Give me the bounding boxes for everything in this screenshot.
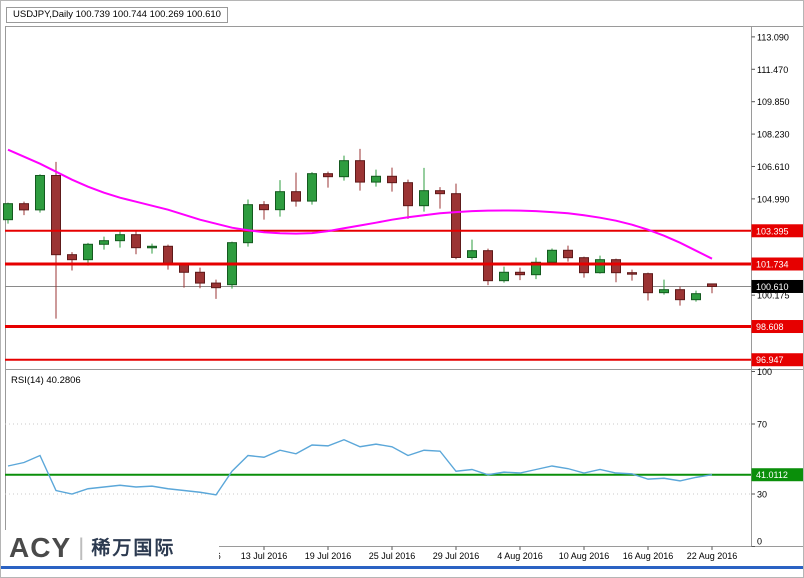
- candle-body: [275, 191, 285, 211]
- candle-body: [355, 160, 365, 183]
- price-tag-label: 96.947: [756, 355, 784, 365]
- date-axis-label: 19 Jul 2016: [305, 551, 352, 561]
- rsi-value-tag-label: 41.0112: [756, 470, 788, 480]
- candle-body: [467, 250, 477, 258]
- candle-body: [339, 160, 349, 178]
- candle-body: [451, 193, 461, 258]
- candle-body: [291, 191, 301, 202]
- candle-body: [3, 203, 13, 221]
- candle-body: [163, 245, 173, 266]
- rsi-value-tag: [751, 468, 803, 482]
- candle-body: [611, 259, 621, 274]
- date-axis-label: 22 Aug 2016: [687, 551, 738, 561]
- candle-body: [499, 271, 509, 282]
- rsi-indicator-label: RSI(14) 40.2806: [11, 375, 81, 386]
- logo-separator: |: [78, 534, 85, 561]
- date-axis-label: 10 Aug 2016: [559, 551, 610, 561]
- date-axis-label: 16 Aug 2016: [623, 551, 674, 561]
- price-axis-label: 111.470: [757, 65, 788, 75]
- price-axis-label: 109.850: [757, 97, 790, 107]
- candle-body: [643, 273, 653, 294]
- chart-title-tab: USDJPY,Daily 100.739 100.744 100.269 100…: [6, 7, 228, 23]
- price-axis-label: 113.090: [757, 32, 789, 42]
- candle-body: [371, 175, 381, 183]
- rsi-axis-label: 30: [757, 490, 767, 500]
- candle-body: [243, 204, 253, 244]
- date-axis-label: 13 Jul 2016: [241, 551, 288, 561]
- price-axis-label: 108.230: [757, 130, 790, 140]
- candle-body: [563, 249, 573, 259]
- candle-body: [483, 250, 493, 282]
- candle-body: [323, 173, 333, 178]
- candle-body: [35, 174, 45, 211]
- candle-body: [627, 272, 637, 275]
- price-tag-label: 98.608: [756, 322, 784, 332]
- candle-body: [67, 254, 77, 261]
- candle-body: [99, 240, 109, 245]
- date-axis-label: 25 Jul 2016: [369, 551, 416, 561]
- rsi-axis-label: 0: [757, 537, 762, 547]
- rsi-axis-label: 70: [757, 420, 767, 430]
- candle-body: [211, 282, 221, 289]
- candle-body: [419, 190, 429, 207]
- candle-body: [131, 234, 141, 249]
- price-axis-label: 100.175: [757, 291, 790, 301]
- candle-body: [691, 293, 701, 301]
- price-tag-label: 100.610: [756, 282, 789, 292]
- candle-body: [307, 173, 317, 202]
- candle-body: [115, 234, 125, 242]
- price-tag: [751, 224, 803, 238]
- date-axis-label: 29 Jul 2016: [433, 551, 480, 561]
- candle-body: [659, 289, 669, 294]
- price-tag: [751, 353, 803, 367]
- price-axis-label: 104.990: [757, 194, 790, 204]
- rsi-axis-label: 100: [757, 367, 772, 377]
- chart-title: USDJPY,Daily 100.739 100.744 100.269 100…: [13, 9, 221, 20]
- candle-body: [707, 283, 717, 287]
- acy-logo-text: ACY: [9, 532, 72, 563]
- price-tag-label: 103.395: [756, 226, 789, 236]
- candle-body: [675, 289, 685, 301]
- candle-body: [179, 264, 189, 273]
- candle-body: [147, 245, 157, 249]
- candle-body: [547, 249, 557, 263]
- logo-chinese-text: 稀万国际: [91, 537, 176, 559]
- candle-body: [83, 243, 93, 261]
- candle-body: [403, 182, 413, 207]
- price-axis-label: 106.610: [757, 162, 790, 172]
- candle-body: [195, 271, 205, 284]
- ma-line[interactable]: [7, 148, 713, 260]
- candle-body: [435, 190, 445, 195]
- rsi-line: [7, 438, 713, 496]
- date-axis-label: 4 Aug 2016: [497, 551, 543, 561]
- candle-body: [51, 174, 61, 256]
- price-tag: [751, 320, 803, 334]
- price-tag-label: 101.734: [756, 260, 789, 270]
- acy-logo: ACY | 稀万国际: [1, 530, 219, 566]
- candle-body: [387, 175, 397, 184]
- price-tag: [751, 279, 803, 293]
- candle-body: [595, 259, 605, 274]
- candle-body: [515, 271, 525, 276]
- logo-underline: [1, 566, 803, 569]
- candle-body: [259, 204, 269, 211]
- price-tag: [751, 257, 803, 271]
- candle-body: [531, 261, 541, 276]
- candle-body: [19, 203, 29, 211]
